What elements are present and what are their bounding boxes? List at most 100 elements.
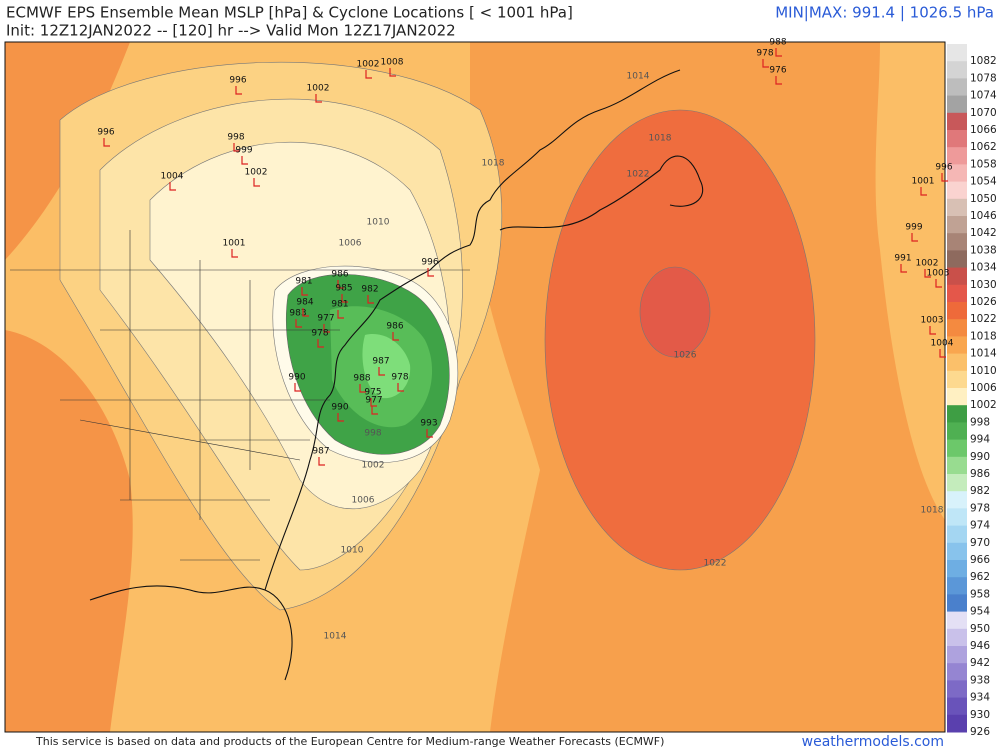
colorbar-cell	[947, 611, 967, 630]
colorbar-cell	[947, 714, 967, 733]
contour-label: 1002	[362, 461, 385, 471]
cyclone-marker	[169, 182, 176, 191]
cyclone-pressure: 1002	[307, 84, 330, 94]
cyclone-marker	[371, 406, 378, 415]
colorbar-cell	[947, 525, 967, 544]
contour-label: 1010	[341, 546, 364, 556]
colorbar-label: 954	[970, 606, 990, 618]
cyclone-pressure: 1003	[927, 269, 950, 279]
cyclone-pressure: 981	[331, 300, 348, 310]
borders	[10, 230, 470, 561]
cyclone-marker	[939, 349, 946, 358]
colorbar-label: 1042	[970, 227, 997, 239]
colorbar-cell	[947, 353, 967, 372]
colorbar-label: 1022	[970, 313, 997, 325]
cyclone-pressure: 978	[311, 329, 328, 339]
colorbar-label: 1038	[970, 244, 997, 256]
colorbar-label: 978	[970, 502, 990, 514]
colorbar-cell	[947, 233, 967, 251]
colorbar-label: 934	[970, 692, 990, 704]
colorbar-cell	[947, 542, 967, 561]
cyclone-pressure: 985	[335, 284, 352, 294]
cyclone-marker	[337, 413, 344, 422]
title: ECMWF EPS Ensemble Mean MSLP [hPa] & Cyc…	[6, 4, 573, 22]
colorbar-label: 1026	[970, 296, 997, 308]
cyclone-marker	[233, 143, 240, 152]
colorbar-label: 982	[970, 485, 990, 497]
cyclone-marker	[323, 324, 330, 333]
colorbar-label: 1034	[970, 262, 997, 274]
cyclone-pressure: 978	[756, 49, 773, 59]
colorbar-label: 1058	[970, 158, 997, 170]
colorbar-label: 986	[970, 468, 990, 480]
min-max: MIN|MAX: 991.4 | 1026.5 hPa	[775, 4, 994, 22]
colorbar-cell	[947, 594, 967, 613]
colorbar-label: 930	[970, 709, 990, 721]
cyclone-marker	[920, 187, 927, 196]
cyclone-marker	[426, 429, 433, 438]
colorbar-cell	[947, 198, 967, 217]
colorbar-cell	[947, 577, 967, 595]
cyclone-marker	[370, 398, 377, 407]
colorbar-label: 1062	[970, 141, 997, 153]
cyclone-marker	[935, 279, 942, 288]
contour-label: 1018	[921, 506, 944, 516]
site: weathermodels.com	[802, 734, 944, 750]
colorbar-cell	[947, 267, 967, 286]
cyclone-pressure: 991	[894, 254, 911, 264]
colorbar-label: 998	[970, 416, 990, 428]
subtitle: Init: 12Z12JAN2022 -- [120] hr --> Valid…	[6, 22, 456, 40]
colorbar-cell	[947, 95, 967, 114]
cyclone-pressure: 975	[364, 388, 381, 398]
cyclone-marker	[924, 269, 931, 278]
colorbar-label: 1018	[970, 330, 997, 342]
field-1018-west	[5, 330, 133, 732]
colorbar-cell	[947, 646, 967, 664]
cyclone-marker	[427, 268, 434, 277]
contour-label: 1018	[482, 159, 505, 169]
cyclone-pressure: 977	[317, 314, 334, 324]
cyclone-pressure: 976	[769, 66, 786, 76]
colorbar-cell	[947, 216, 967, 234]
contour-label: 1022	[704, 559, 727, 569]
cyclone-marker	[900, 264, 907, 273]
cyclone-pressure: 986	[386, 322, 403, 332]
cyclone-marker	[337, 280, 344, 289]
colorbar-label: 990	[970, 451, 990, 463]
colorbar-label: 1082	[970, 55, 997, 67]
cyclone-pressure: 1001	[223, 239, 246, 249]
cyclone-marker	[294, 383, 301, 392]
contour-label: 1006	[339, 239, 362, 249]
colorbar-label: 1054	[970, 176, 997, 188]
contour-label: 1014	[627, 72, 650, 82]
cyclone-pressure: 981	[295, 277, 312, 287]
contour-label: 1026	[674, 351, 697, 361]
cyclone-marker	[397, 383, 404, 392]
colorbar-cell	[947, 474, 967, 492]
colorbar-label: 1070	[970, 107, 997, 119]
colorbar-label: 958	[970, 588, 990, 600]
colorbar-cell	[947, 422, 967, 441]
colorbar-cell	[947, 302, 967, 320]
cyclone-marker	[318, 457, 325, 466]
cyclone-marker	[929, 326, 936, 335]
cyclone-marker	[392, 332, 399, 341]
colorbar-label: 926	[970, 726, 990, 738]
contour-label: 1010	[367, 218, 390, 228]
cyclone-marker	[337, 310, 344, 319]
colorbar-cell	[947, 405, 967, 423]
field-986	[362, 334, 411, 399]
cyclone-marker	[302, 308, 309, 317]
cyclone-pressure: 1008	[381, 58, 404, 68]
colorbar-label: 962	[970, 571, 990, 583]
cyclone-pressure: 1002	[916, 259, 939, 269]
cyclone-marker	[775, 76, 782, 85]
colorbar-cell	[947, 628, 967, 647]
cyclone-marker	[295, 319, 302, 328]
field-1014-east	[875, 42, 945, 520]
colorbar-label: 1078	[970, 72, 997, 84]
cyclone-pressure: 1002	[245, 168, 268, 178]
cyclone-marker	[389, 68, 396, 77]
cyclone-marker	[341, 294, 348, 303]
